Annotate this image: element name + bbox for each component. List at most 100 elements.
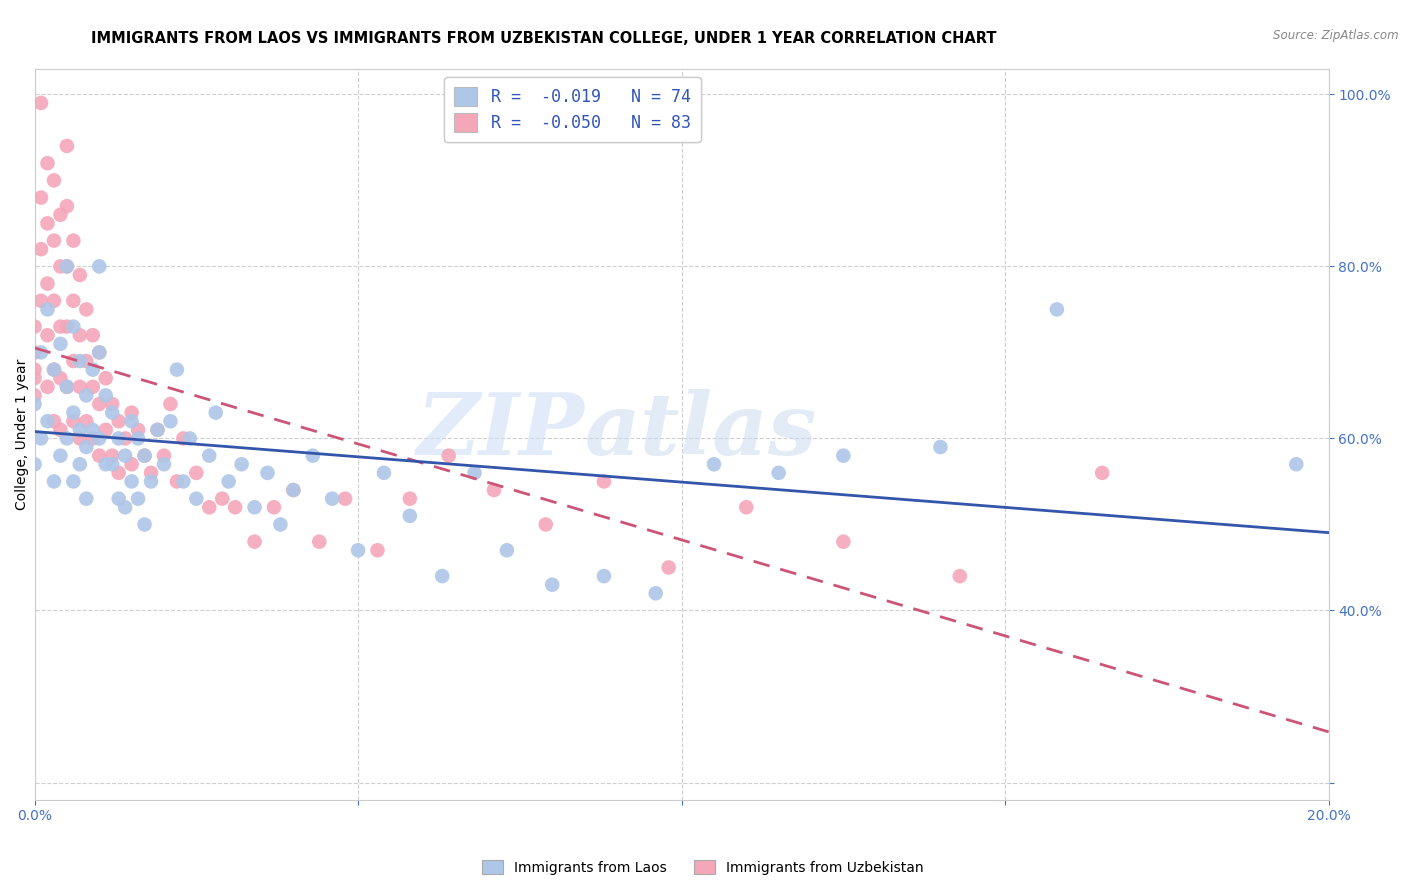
Point bbox=[42, 362, 65, 376]
Point bbox=[37, 156, 59, 170]
Point bbox=[929, 440, 952, 454]
Point bbox=[82, 432, 104, 446]
Point bbox=[62, 234, 84, 248]
Point bbox=[127, 491, 149, 506]
Point bbox=[89, 260, 111, 274]
Point bbox=[101, 397, 124, 411]
Point bbox=[24, 319, 46, 334]
Point bbox=[301, 449, 323, 463]
Point bbox=[30, 242, 52, 256]
Point bbox=[89, 449, 111, 463]
Point bbox=[179, 432, 201, 446]
Point bbox=[89, 345, 111, 359]
Point bbox=[121, 475, 143, 489]
Point bbox=[832, 534, 855, 549]
Point bbox=[62, 406, 84, 420]
Point bbox=[89, 432, 111, 446]
Point bbox=[283, 483, 305, 497]
Point bbox=[56, 380, 79, 394]
Point bbox=[82, 328, 104, 343]
Point bbox=[107, 414, 129, 428]
Point bbox=[62, 414, 84, 428]
Point bbox=[82, 380, 104, 394]
Point bbox=[166, 362, 188, 376]
Point bbox=[139, 466, 162, 480]
Point bbox=[89, 345, 111, 359]
Point bbox=[75, 414, 97, 428]
Point bbox=[30, 345, 52, 359]
Point bbox=[69, 380, 91, 394]
Point bbox=[134, 449, 156, 463]
Point bbox=[269, 517, 291, 532]
Point bbox=[127, 423, 149, 437]
Point bbox=[321, 491, 343, 506]
Point bbox=[949, 569, 972, 583]
Point bbox=[593, 569, 616, 583]
Point bbox=[37, 414, 59, 428]
Point bbox=[94, 457, 117, 471]
Point bbox=[283, 483, 305, 497]
Point bbox=[398, 491, 420, 506]
Point bbox=[534, 517, 557, 532]
Point bbox=[49, 449, 72, 463]
Point bbox=[211, 491, 233, 506]
Point bbox=[224, 500, 246, 515]
Point bbox=[437, 449, 460, 463]
Point bbox=[114, 500, 136, 515]
Point bbox=[107, 466, 129, 480]
Point bbox=[37, 328, 59, 343]
Point bbox=[56, 199, 79, 213]
Point bbox=[172, 432, 194, 446]
Point bbox=[1046, 302, 1069, 317]
Text: ZIP: ZIP bbox=[416, 389, 585, 472]
Point bbox=[134, 517, 156, 532]
Point bbox=[49, 423, 72, 437]
Point bbox=[198, 500, 221, 515]
Point bbox=[146, 423, 169, 437]
Point bbox=[218, 475, 240, 489]
Point bbox=[24, 345, 46, 359]
Point bbox=[37, 216, 59, 230]
Point bbox=[42, 173, 65, 187]
Point bbox=[69, 268, 91, 282]
Point bbox=[159, 397, 181, 411]
Point bbox=[146, 423, 169, 437]
Point bbox=[101, 449, 124, 463]
Point bbox=[114, 449, 136, 463]
Text: Source: ZipAtlas.com: Source: ZipAtlas.com bbox=[1274, 29, 1399, 42]
Point bbox=[82, 423, 104, 437]
Point bbox=[1091, 466, 1114, 480]
Point bbox=[347, 543, 370, 558]
Point bbox=[186, 466, 208, 480]
Point bbox=[366, 543, 388, 558]
Point bbox=[42, 293, 65, 308]
Point bbox=[198, 449, 221, 463]
Point bbox=[62, 475, 84, 489]
Point bbox=[42, 234, 65, 248]
Point bbox=[69, 457, 91, 471]
Text: atlas: atlas bbox=[585, 389, 817, 472]
Point bbox=[464, 466, 486, 480]
Point bbox=[768, 466, 790, 480]
Point bbox=[56, 260, 79, 274]
Point bbox=[56, 432, 79, 446]
Point bbox=[231, 457, 253, 471]
Point bbox=[62, 354, 84, 368]
Point bbox=[69, 328, 91, 343]
Point bbox=[107, 491, 129, 506]
Point bbox=[107, 432, 129, 446]
Point bbox=[69, 423, 91, 437]
Point bbox=[75, 388, 97, 402]
Point bbox=[398, 508, 420, 523]
Point bbox=[75, 440, 97, 454]
Point bbox=[186, 491, 208, 506]
Point bbox=[62, 319, 84, 334]
Point bbox=[832, 449, 855, 463]
Point bbox=[69, 432, 91, 446]
Point bbox=[432, 569, 454, 583]
Point bbox=[49, 260, 72, 274]
Point bbox=[134, 449, 156, 463]
Text: IMMIGRANTS FROM LAOS VS IMMIGRANTS FROM UZBEKISTAN COLLEGE, UNDER 1 YEAR CORRELA: IMMIGRANTS FROM LAOS VS IMMIGRANTS FROM … bbox=[91, 31, 997, 46]
Point bbox=[37, 277, 59, 291]
Point bbox=[42, 362, 65, 376]
